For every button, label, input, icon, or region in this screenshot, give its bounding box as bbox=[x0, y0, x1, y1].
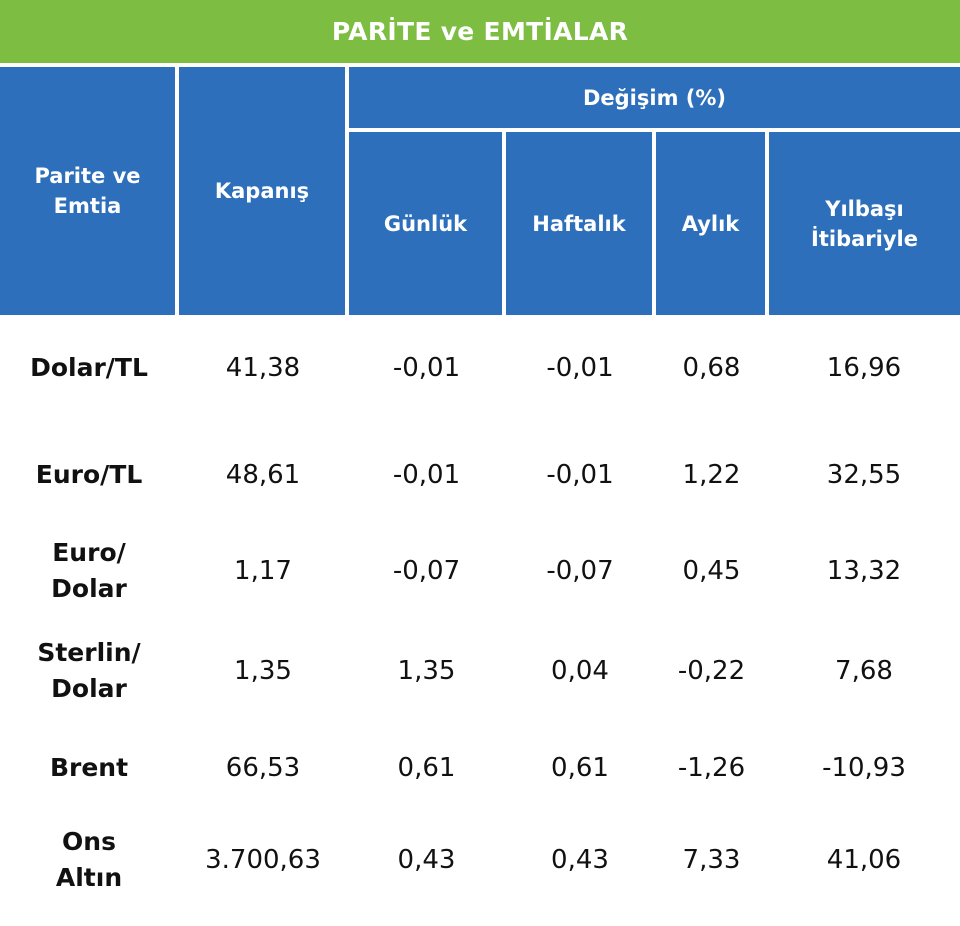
cell-ytd: 13,32 bbox=[826, 556, 902, 586]
cell-monthly: -0,22 bbox=[677, 656, 746, 686]
header-pair-label: Parite ve Emtia bbox=[34, 164, 141, 218]
cell-monthly: 0,68 bbox=[682, 353, 741, 383]
cell-daily: 0,43 bbox=[397, 845, 456, 875]
cell-weekly: -0,01 bbox=[546, 353, 614, 383]
header-weekly-label: Haftalık bbox=[532, 211, 626, 236]
cell-monthly: 0,45 bbox=[682, 556, 741, 586]
row-label: Ons Altın bbox=[55, 827, 123, 892]
cell-daily: -0,01 bbox=[392, 353, 461, 383]
header-close-label: Kapanış bbox=[214, 179, 310, 203]
cell-close: 41,38 bbox=[225, 353, 301, 383]
header-change-group: Değişim (%) bbox=[349, 67, 960, 128]
row-label: Dolar/TL bbox=[30, 353, 148, 382]
header-weekly: Haftalık bbox=[506, 132, 652, 315]
cell-weekly: 0,04 bbox=[551, 656, 609, 686]
cell-daily: -0,01 bbox=[392, 460, 461, 490]
cell-monthly: 1,22 bbox=[682, 460, 741, 490]
cell-daily: 0,61 bbox=[397, 753, 456, 783]
cell-close: 3.700,63 bbox=[205, 845, 321, 875]
header-monthly: Aylık bbox=[656, 132, 765, 315]
cell-ytd: 7,68 bbox=[835, 656, 893, 686]
cell-ytd: 16,96 bbox=[826, 353, 902, 383]
table-title: PARİTE ve EMTİALAR bbox=[0, 0, 960, 63]
cell-monthly: 7,33 bbox=[682, 845, 741, 875]
header-daily-label: Günlük bbox=[383, 211, 468, 236]
row-label: Euro/TL bbox=[35, 460, 143, 489]
header-ytd: Yılbaşı İtibariyle bbox=[769, 132, 960, 315]
cell-ytd: 32,55 bbox=[826, 460, 902, 490]
header-daily: Günlük bbox=[349, 132, 502, 315]
cell-daily: 1,35 bbox=[397, 656, 456, 686]
row-label: Euro/ Dolar bbox=[51, 538, 127, 603]
header-monthly-label: Aylık bbox=[681, 211, 740, 236]
cell-weekly: -0,01 bbox=[546, 460, 614, 490]
header-pair: Parite ve Emtia bbox=[0, 67, 175, 315]
row-label: Brent bbox=[49, 753, 129, 782]
header-ytd-label: Yılbaşı İtibariyle bbox=[811, 196, 918, 251]
header-close: Kapanış bbox=[179, 67, 345, 315]
row-label: Sterlin/ Dolar bbox=[37, 638, 141, 703]
cell-weekly: 0,43 bbox=[551, 845, 609, 875]
cell-close: 48,61 bbox=[225, 460, 301, 490]
cell-monthly: -1,26 bbox=[677, 753, 746, 783]
cell-close: 66,53 bbox=[225, 753, 301, 783]
cell-weekly: -0,07 bbox=[546, 556, 614, 586]
cell-close: 1,17 bbox=[234, 556, 292, 586]
cell-ytd: 41,06 bbox=[826, 845, 902, 875]
cell-ytd: -10,93 bbox=[822, 753, 906, 783]
cell-close: 1,35 bbox=[234, 656, 292, 686]
cell-weekly: 0,61 bbox=[551, 753, 609, 783]
cell-daily: -0,07 bbox=[392, 556, 461, 586]
header-change-group-label: Değişim (%) bbox=[582, 85, 727, 110]
